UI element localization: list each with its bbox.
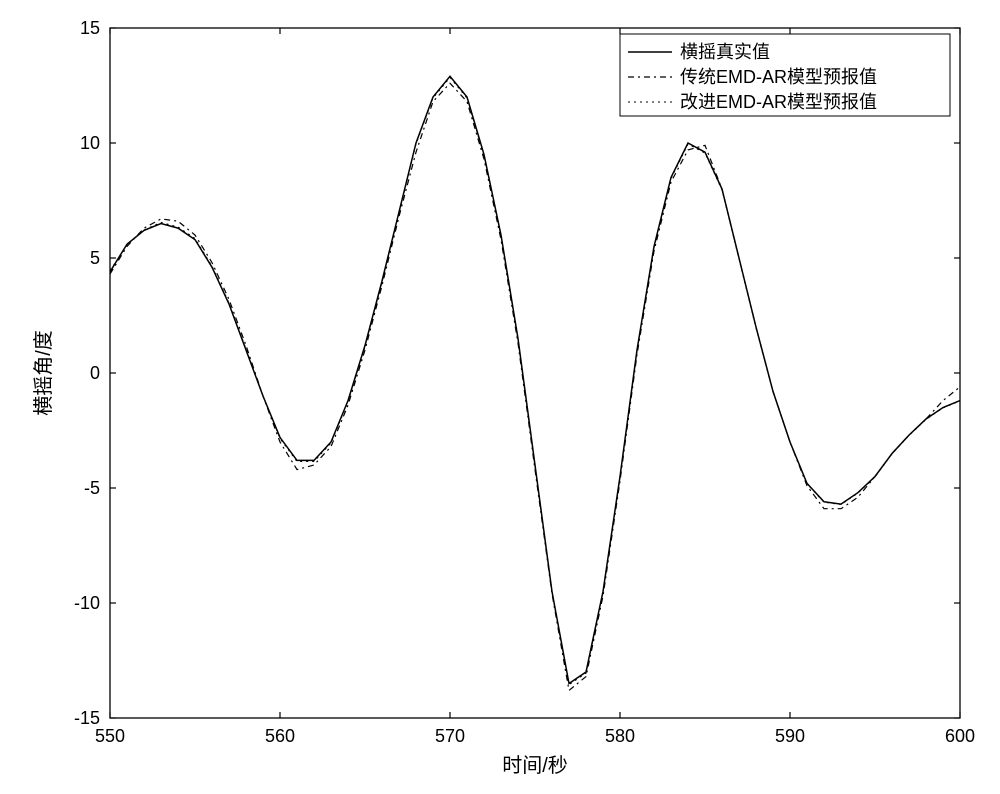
plot-border [110,28,960,718]
series-impr [110,77,960,684]
series-trad [110,83,960,690]
x-axis-label: 时间/秒 [502,754,568,777]
y-tick-label: 0 [90,363,100,383]
series-real [110,76,960,683]
x-tick-label: 570 [435,726,465,746]
y-tick-label: 5 [90,248,100,268]
y-tick-label: -5 [84,478,100,498]
legend-label: 改进EMD-AR模型预报值 [680,92,877,112]
y-tick-label: 15 [80,18,100,38]
legend-label: 传统EMD-AR模型预报值 [680,67,877,87]
x-tick-label: 560 [265,726,295,746]
y-tick-label: 10 [80,133,100,153]
x-tick-label: 550 [95,726,125,746]
x-tick-label: 600 [945,726,975,746]
line-chart: 550 560 570 580 590 600 -15 -10 -5 0 5 10 15 时间/秒 横摇角/… [0,0,1000,794]
y-tick-label: -15 [74,708,100,728]
x-tick-label: 580 [605,726,635,746]
chart-svg: 550 560 570 580 590 600 -15 -10 -5 0 5 10 15 时间/秒 横摇角/… [0,0,1000,794]
legend-label: 横摇真实值 [680,42,770,62]
y-tick-label: -10 [74,593,100,613]
y-axis-label: 横摇角/度 [32,330,55,416]
x-tick-label: 590 [775,726,805,746]
